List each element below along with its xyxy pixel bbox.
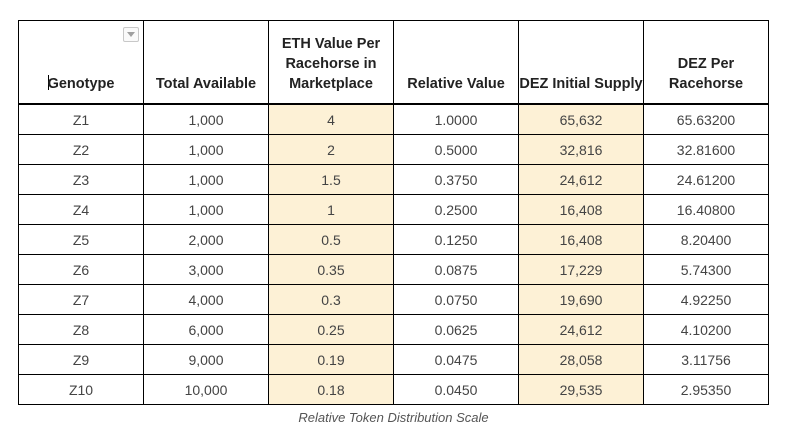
header-dez-per-racehorse[interactable]: DEZ Per Racehorse bbox=[643, 20, 769, 105]
dez-initial-supply-cell[interactable]: 16,408 bbox=[518, 224, 644, 255]
header-eth-value[interactable]: ETH Value Per Racehorse in Marketplace bbox=[268, 20, 394, 105]
table-row: Z3 1,000 1.5 0.3750 24,612 24.61200 bbox=[18, 164, 769, 195]
dez-per-racehorse-cell[interactable]: 4.92250 bbox=[643, 284, 769, 315]
dez-per-racehorse-cell[interactable]: 16.40800 bbox=[643, 194, 769, 225]
dez-per-racehorse-cell[interactable]: 3.11756 bbox=[643, 344, 769, 375]
total-available-cell[interactable]: 10,000 bbox=[143, 374, 269, 405]
genotype-cell[interactable]: Z4 bbox=[18, 194, 144, 225]
genotype-cell[interactable]: Z10 bbox=[18, 374, 144, 405]
header-label: Total Available bbox=[155, 76, 257, 92]
total-available-cell[interactable]: 1,000 bbox=[143, 194, 269, 225]
text-cursor bbox=[47, 75, 49, 90]
genotype-cell[interactable]: Z2 bbox=[18, 134, 144, 165]
table-row: Z10 10,000 0.18 0.0450 29,535 2.95350 bbox=[18, 374, 769, 405]
relative-value-cell[interactable]: 0.2500 bbox=[393, 194, 519, 225]
header-genotype[interactable]: Genotype bbox=[18, 20, 144, 105]
chevron-down-icon bbox=[127, 32, 135, 37]
table-row: Z1 1,000 4 1.0000 65,632 65.63200 bbox=[18, 103, 769, 135]
table-body: Z1 1,000 4 1.0000 65,632 65.63200 Z2 1,000 2 0.50… bbox=[18, 103, 769, 405]
genotype-cell[interactable]: Z9 bbox=[18, 344, 144, 375]
header-relative-value[interactable]: Relative Value bbox=[393, 20, 519, 105]
dez-initial-supply-cell[interactable]: 24,612 bbox=[518, 164, 644, 195]
relative-value-cell[interactable]: 0.0875 bbox=[393, 254, 519, 285]
relative-value-cell[interactable]: 0.0750 bbox=[393, 284, 519, 315]
table-row: Z6 3,000 0.35 0.0875 17,229 5.74300 bbox=[18, 254, 769, 285]
relative-value-cell[interactable]: 1.0000 bbox=[393, 103, 519, 135]
filter-dropdown-button[interactable] bbox=[123, 27, 139, 42]
header-label: Relative Value bbox=[407, 76, 505, 92]
eth-value-cell[interactable]: 0.18 bbox=[268, 374, 394, 405]
dez-initial-supply-cell[interactable]: 16,408 bbox=[518, 194, 644, 225]
dez-initial-supply-cell[interactable]: 32,816 bbox=[518, 134, 644, 165]
header-row: Genotype Total Available ETH Value Per R… bbox=[18, 20, 769, 105]
total-available-cell[interactable]: 3,000 bbox=[143, 254, 269, 285]
table-row: Z8 6,000 0.25 0.0625 24,612 4.10200 bbox=[18, 314, 769, 345]
total-available-cell[interactable]: 6,000 bbox=[143, 314, 269, 345]
total-available-cell[interactable]: 9,000 bbox=[143, 344, 269, 375]
dez-initial-supply-cell[interactable]: 28,058 bbox=[518, 344, 644, 375]
data-table-container: Genotype Total Available ETH Value Per R… bbox=[18, 20, 769, 405]
header-total-available[interactable]: Total Available bbox=[143, 20, 269, 105]
dez-per-racehorse-cell[interactable]: 5.74300 bbox=[643, 254, 769, 285]
table-row: Z4 1,000 1 0.2500 16,408 16.40800 bbox=[18, 194, 769, 225]
genotype-cell[interactable]: Z1 bbox=[18, 103, 144, 135]
relative-value-cell[interactable]: 0.1250 bbox=[393, 224, 519, 255]
header-label: Genotype bbox=[47, 76, 115, 92]
table-row: Z9 9,000 0.19 0.0475 28,058 3.11756 bbox=[18, 344, 769, 375]
table-row: Z7 4,000 0.3 0.0750 19,690 4.92250 bbox=[18, 284, 769, 315]
genotype-cell[interactable]: Z6 bbox=[18, 254, 144, 285]
eth-value-cell[interactable]: 0.35 bbox=[268, 254, 394, 285]
relative-value-cell[interactable]: 0.0450 bbox=[393, 374, 519, 405]
dez-initial-supply-cell[interactable]: 65,632 bbox=[518, 103, 644, 135]
eth-value-cell[interactable]: 0.19 bbox=[268, 344, 394, 375]
eth-value-cell[interactable]: 2 bbox=[268, 134, 394, 165]
header-label: DEZ Per Racehorse bbox=[668, 56, 744, 92]
dez-per-racehorse-cell[interactable]: 8.20400 bbox=[643, 224, 769, 255]
dez-per-racehorse-cell[interactable]: 4.10200 bbox=[643, 314, 769, 345]
table-caption: Relative Token Distribution Scale bbox=[298, 410, 489, 425]
total-available-cell[interactable]: 4,000 bbox=[143, 284, 269, 315]
total-available-cell[interactable]: 1,000 bbox=[143, 164, 269, 195]
total-available-cell[interactable]: 2,000 bbox=[143, 224, 269, 255]
total-available-cell[interactable]: 1,000 bbox=[143, 103, 269, 135]
dez-per-racehorse-cell[interactable]: 32.81600 bbox=[643, 134, 769, 165]
dez-initial-supply-cell[interactable]: 19,690 bbox=[518, 284, 644, 315]
dez-per-racehorse-cell[interactable]: 24.61200 bbox=[643, 164, 769, 195]
genotype-cell[interactable]: Z7 bbox=[18, 284, 144, 315]
genotype-cell[interactable]: Z3 bbox=[18, 164, 144, 195]
relative-value-cell[interactable]: 0.5000 bbox=[393, 134, 519, 165]
genotype-cell[interactable]: Z5 bbox=[18, 224, 144, 255]
dez-per-racehorse-cell[interactable]: 2.95350 bbox=[643, 374, 769, 405]
header-dez-initial-supply[interactable]: DEZ Initial Supply bbox=[518, 20, 644, 105]
eth-value-cell[interactable]: 0.5 bbox=[268, 224, 394, 255]
table-row: Z5 2,000 0.5 0.1250 16,408 8.20400 bbox=[18, 224, 769, 255]
eth-value-cell[interactable]: 0.3 bbox=[268, 284, 394, 315]
table-row: Z2 1,000 2 0.5000 32,816 32.81600 bbox=[18, 134, 769, 165]
dez-initial-supply-cell[interactable]: 24,612 bbox=[518, 314, 644, 345]
dez-per-racehorse-cell[interactable]: 65.63200 bbox=[643, 103, 769, 135]
header-label: ETH Value Per Racehorse in Marketplace bbox=[281, 36, 381, 92]
eth-value-cell[interactable]: 1.5 bbox=[268, 164, 394, 195]
dez-initial-supply-cell[interactable]: 17,229 bbox=[518, 254, 644, 285]
token-distribution-table: Genotype Total Available ETH Value Per R… bbox=[18, 20, 769, 405]
eth-value-cell[interactable]: 4 bbox=[268, 103, 394, 135]
relative-value-cell[interactable]: 0.3750 bbox=[393, 164, 519, 195]
dez-initial-supply-cell[interactable]: 29,535 bbox=[518, 374, 644, 405]
eth-value-cell[interactable]: 0.25 bbox=[268, 314, 394, 345]
eth-value-cell[interactable]: 1 bbox=[268, 194, 394, 225]
total-available-cell[interactable]: 1,000 bbox=[143, 134, 269, 165]
genotype-cell[interactable]: Z8 bbox=[18, 314, 144, 345]
relative-value-cell[interactable]: 0.0475 bbox=[393, 344, 519, 375]
header-label: DEZ Initial Supply bbox=[519, 76, 643, 92]
relative-value-cell[interactable]: 0.0625 bbox=[393, 314, 519, 345]
